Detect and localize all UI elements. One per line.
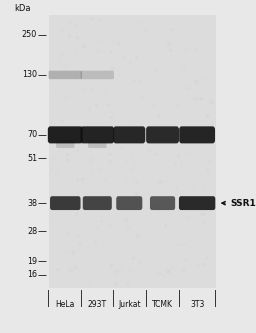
Text: 3T3: 3T3	[190, 300, 204, 309]
Text: 38: 38	[27, 198, 37, 208]
FancyBboxPatch shape	[80, 126, 114, 144]
Text: 51: 51	[27, 154, 37, 163]
FancyBboxPatch shape	[49, 15, 216, 288]
FancyBboxPatch shape	[81, 71, 114, 79]
Text: 28: 28	[27, 227, 37, 236]
Text: SSR1: SSR1	[230, 198, 256, 208]
Text: 293T: 293T	[88, 300, 107, 309]
Text: 70: 70	[27, 130, 37, 140]
FancyBboxPatch shape	[56, 141, 74, 148]
FancyBboxPatch shape	[50, 196, 81, 210]
FancyBboxPatch shape	[146, 126, 179, 144]
FancyBboxPatch shape	[179, 196, 215, 210]
FancyBboxPatch shape	[113, 126, 145, 144]
FancyBboxPatch shape	[48, 126, 83, 144]
FancyBboxPatch shape	[150, 196, 175, 210]
Text: 16: 16	[27, 270, 37, 279]
Text: 130: 130	[22, 70, 37, 80]
FancyBboxPatch shape	[179, 126, 215, 144]
Text: HeLa: HeLa	[56, 300, 75, 309]
FancyBboxPatch shape	[83, 196, 112, 210]
Text: 250: 250	[22, 30, 37, 40]
Text: kDa: kDa	[14, 4, 30, 13]
FancyBboxPatch shape	[49, 71, 82, 79]
Text: 19: 19	[27, 257, 37, 266]
FancyBboxPatch shape	[116, 196, 142, 210]
Text: Jurkat: Jurkat	[118, 300, 141, 309]
Text: TCMK: TCMK	[152, 300, 173, 309]
FancyBboxPatch shape	[88, 141, 106, 148]
